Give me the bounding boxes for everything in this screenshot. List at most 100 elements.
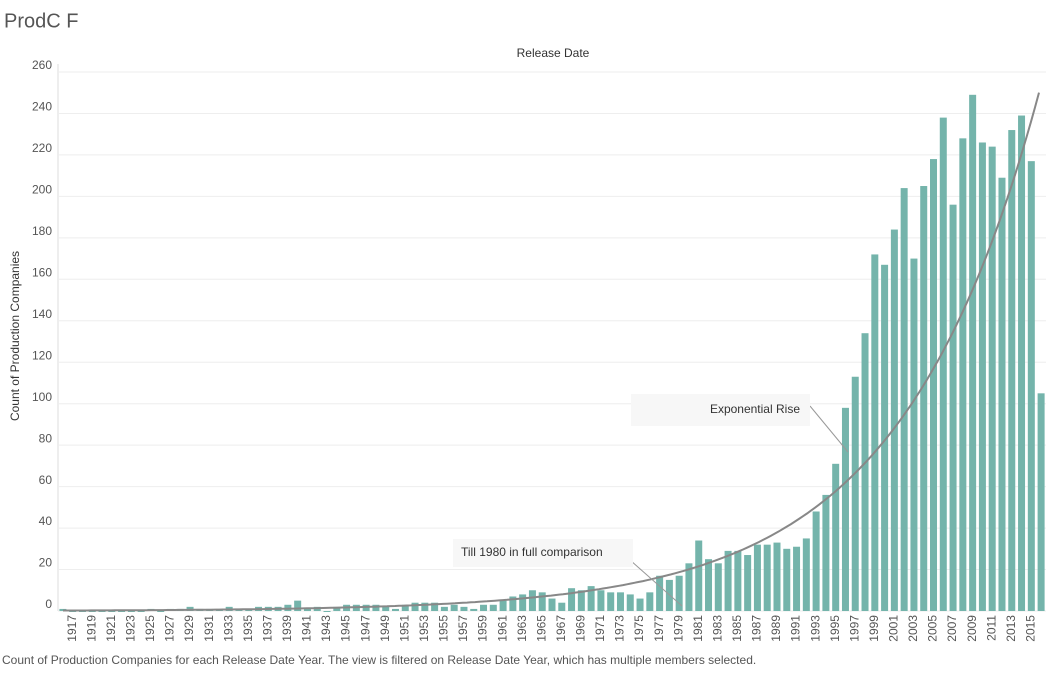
bar [303,608,311,611]
bar [793,546,801,611]
bar [1027,161,1035,611]
bar [695,540,703,611]
y-tick-label: 200 [32,183,52,197]
x-tick-label: 1941 [300,615,314,642]
x-tick-label: 2013 [1004,615,1018,642]
bar [812,511,820,611]
bar [88,611,96,612]
bar [421,602,429,611]
bar [851,376,859,611]
bar [558,602,566,611]
bar [333,606,341,611]
bar [988,146,996,611]
bar [528,590,536,611]
y-tick-label: 160 [32,265,52,279]
bar [577,590,585,611]
bar [519,594,527,611]
x-tick-label: 1949 [378,615,392,642]
bar [753,544,761,611]
bar [59,608,67,611]
bar [626,594,634,611]
x-tick-label: 1997 [847,615,861,642]
bar [294,600,302,611]
bar [890,229,898,612]
x-tick-label: 2009 [965,615,979,642]
x-tick-label: 1951 [397,615,411,642]
bar [724,550,732,611]
bar [127,611,135,612]
x-tick-label: 1935 [241,615,255,642]
annotation-pointer [809,405,849,453]
bar [440,606,448,611]
x-tick-label: 1925 [143,615,157,642]
x-tick-label: 1945 [339,615,353,642]
x-tick-label: 1967 [554,615,568,642]
bar [832,463,840,611]
y-tick-label: 120 [32,348,52,362]
x-tick-label: 1993 [808,615,822,642]
x-tick-label: 2005 [926,615,940,642]
bar [137,611,145,612]
bar [636,598,644,611]
bar [489,604,497,611]
bar [460,606,468,611]
bar [920,186,928,611]
bar [1037,393,1045,611]
bar [108,611,116,612]
x-tick-label: 1977 [652,615,666,642]
x-tick-label: 2001 [887,615,901,642]
y-tick-label: 40 [39,514,53,528]
x-tick-label: 1943 [319,615,333,642]
bar [1018,115,1026,612]
bar [939,117,947,611]
bar [998,177,1006,611]
bar [802,538,810,611]
x-tick-label: 2007 [945,615,959,642]
y-tick-label: 240 [32,100,52,114]
bar [411,602,419,611]
bar [372,604,380,611]
x-tick-label: 1923 [124,615,138,642]
chart-title: ProdC F [4,10,78,32]
x-tick-label: 1971 [593,615,607,642]
bar [616,592,624,611]
bar [675,575,683,611]
x-tick-label: 1921 [104,615,118,642]
x-tick-label: 1959 [476,615,490,642]
bar [910,258,918,611]
y-tick-label: 180 [32,224,52,238]
x-tick-label: 1933 [221,615,235,642]
x-tick-label: 1983 [710,615,724,642]
bar [499,600,507,611]
x-tick-label: 1989 [769,615,783,642]
bar [744,555,752,611]
x-tick-label: 1961 [495,615,509,642]
x-tick-label: 1929 [182,615,196,642]
bar [587,586,595,611]
bar [607,592,615,611]
x-tick-label: 1917 [65,615,79,642]
bar [646,592,654,611]
x-tick-label: 1963 [515,615,529,642]
bar [763,544,771,611]
x-tick-label: 1985 [730,615,744,642]
x-tick-label: 1975 [632,615,646,642]
bar [480,604,488,611]
bar [734,550,742,611]
x-tick-label: 1953 [417,615,431,642]
bar [1008,130,1016,612]
bar [538,592,546,611]
y-tick-label: 140 [32,307,52,321]
annotation-box [631,394,810,426]
bars [59,94,1045,612]
bar [685,563,693,611]
bar [978,142,986,611]
bar [969,94,977,612]
grid [57,64,1046,612]
bar [783,548,791,611]
x-tick-label: 1981 [691,615,705,642]
y-tick-label: 260 [32,58,52,72]
bar [98,611,106,612]
x-tick-label: 1939 [280,615,294,642]
